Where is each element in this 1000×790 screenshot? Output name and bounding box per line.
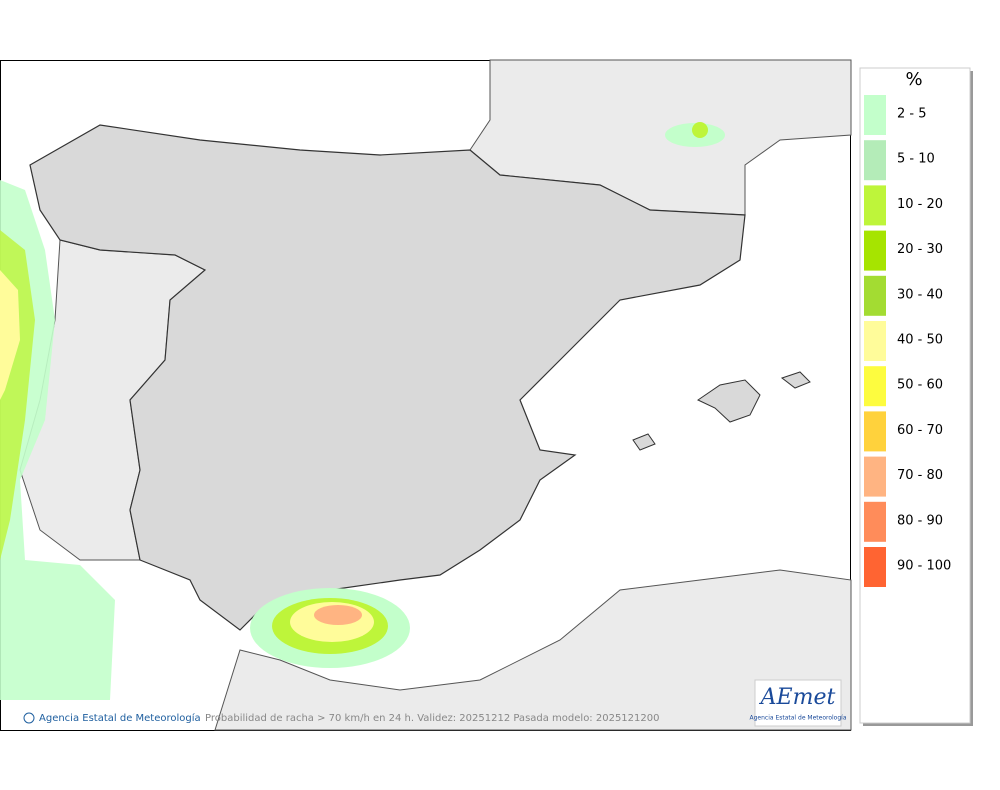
legend-label: 80 - 90 (897, 513, 943, 528)
wind-area (692, 122, 708, 138)
legend-label: 90 - 100 (897, 559, 951, 574)
legend-swatch (864, 140, 886, 181)
legend-swatch (864, 366, 886, 407)
africa (214, 569, 852, 731)
wind-area (0, 270, 20, 400)
legend-label: 40 - 50 (897, 333, 943, 348)
legend-swatch (864, 547, 886, 587)
legend-swatch (864, 275, 886, 316)
legend-swatch (864, 456, 886, 497)
spain (29, 124, 746, 631)
wind-area (314, 605, 362, 625)
legend-label: 50 - 60 (897, 378, 943, 393)
mallorca (696, 379, 761, 423)
legend-label: 10 - 20 (897, 197, 943, 212)
logo-box (754, 679, 842, 727)
legend-swatch (864, 185, 886, 226)
legend-label: 2 - 5 (897, 107, 927, 122)
legend-label: 20 - 30 (897, 242, 943, 257)
legend-label: 5 - 10 (897, 152, 935, 167)
caption: Probabilidad de racha > 70 km/h en 24 h.… (205, 713, 659, 724)
legend-swatch (864, 411, 886, 452)
ibiza (632, 433, 656, 451)
legend-swatch (864, 501, 886, 542)
legend: 2 - 5 5 - 10 10 - 20 20 - 30 30 - 40 40 - 50 5… (864, 95, 951, 587)
logo-subtitle: Agencia Estatal de Meteorología (750, 715, 847, 722)
menorca (780, 371, 811, 389)
legend-swatch (864, 95, 886, 135)
legend-title: % (905, 69, 922, 90)
logo: AEmet (759, 685, 836, 710)
copyright-icon (23, 712, 35, 724)
legend-swatch (864, 230, 886, 271)
legend-label: 60 - 70 (897, 423, 943, 438)
legend-swatch (864, 321, 886, 361)
credit: Agencia Estatal de Meteorología (39, 712, 201, 724)
legend-label: 70 - 80 (897, 468, 943, 483)
legend-label: 30 - 40 (897, 287, 943, 302)
